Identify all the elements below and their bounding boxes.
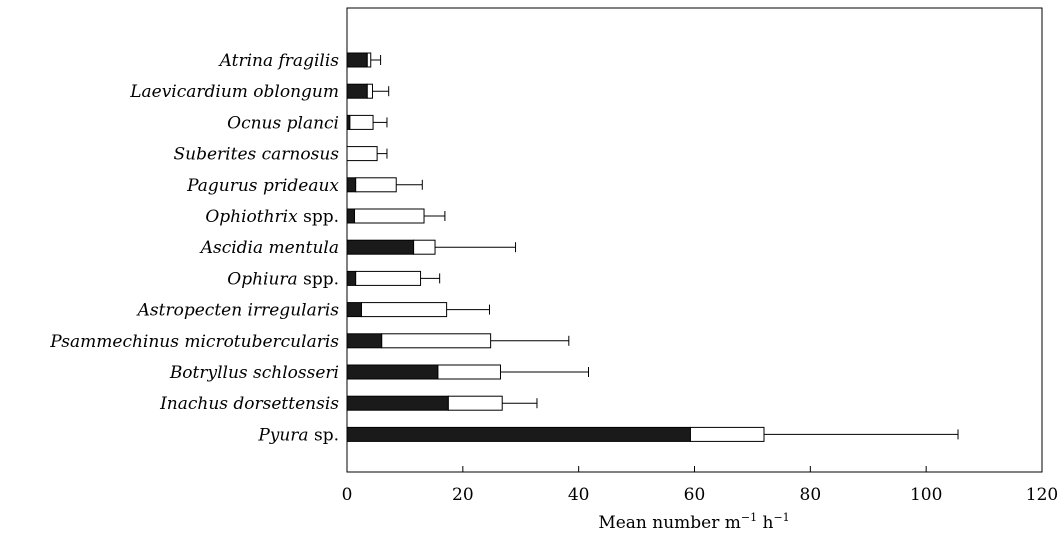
x-tick-label: 100 — [910, 485, 942, 505]
bar-segment-light — [354, 208, 425, 224]
category-label: Ophiura spp. — [227, 269, 339, 289]
bar-segment-light — [437, 364, 501, 380]
bar-segment-light — [366, 83, 373, 99]
bar-segment-dark — [346, 177, 357, 193]
category-label: Pagurus prideaux — [186, 176, 339, 196]
bar-segment-light — [349, 114, 374, 130]
bar-segment-light — [447, 395, 503, 411]
bar-segment-dark — [346, 302, 362, 318]
category-label: Ascidia mentula — [199, 238, 339, 258]
category-label: Botryllus schlosseri — [169, 363, 339, 383]
x-axis-title: Mean number m−1 h−1 — [598, 511, 789, 533]
bar-segment-dark — [346, 270, 357, 286]
bar-segment-light — [381, 333, 492, 349]
x-tick-label: 80 — [800, 485, 822, 505]
bar-segment-light — [366, 52, 372, 68]
x-tick-label: 60 — [684, 485, 706, 505]
bar-segment-light — [360, 302, 448, 318]
bar-segment-dark — [346, 83, 368, 99]
bar-segment-dark — [346, 426, 691, 442]
bar-segment-dark — [346, 52, 368, 68]
x-tick-label: 40 — [568, 485, 590, 505]
category-label: Laevicardium oblongum — [129, 82, 339, 102]
x-axis: 0 20 40 60 80 100 120 — [342, 466, 1058, 505]
x-tick-label: 0 — [342, 485, 353, 505]
category-label: Astropecten irregularis — [136, 301, 340, 321]
bar-segment-light — [355, 270, 422, 286]
category-label: Psammechinus microtubercularis — [49, 332, 339, 352]
bar-segment-light — [413, 239, 436, 255]
bar-segment-light — [346, 146, 378, 162]
bar-segment-dark — [346, 395, 449, 411]
bar-segment-dark — [346, 239, 415, 255]
bar-segment-dark — [346, 208, 356, 224]
category-label: Ocnus planci — [227, 113, 339, 133]
category-label: Inachus dorsettensis — [159, 394, 339, 414]
category-labels: Atrina fragilis Laevicardium oblongum Ocnu… — [49, 51, 339, 445]
category-label: Suberites carnosus — [174, 145, 340, 165]
error-bars-layer — [370, 55, 959, 440]
x-tick-label: 120 — [1026, 485, 1058, 505]
category-label: Ophiothrix spp. — [205, 207, 339, 227]
bar-segment-light — [689, 426, 765, 442]
bar-segment-dark — [346, 364, 439, 380]
category-label: Atrina fragilis — [218, 51, 340, 71]
bars-layer — [346, 52, 765, 442]
bar-segment-dark — [346, 333, 383, 349]
x-tick-label: 20 — [452, 485, 474, 505]
bar-segment-light — [355, 177, 397, 193]
category-label: Pyura sp. — [257, 425, 339, 445]
